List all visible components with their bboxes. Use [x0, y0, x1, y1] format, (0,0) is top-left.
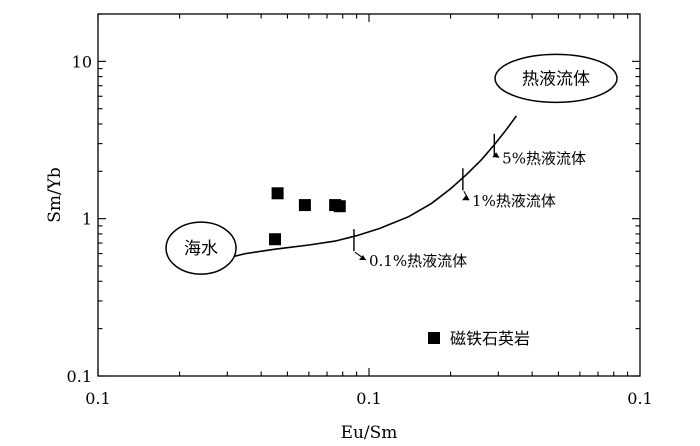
x-axis-label: Eu/Sm: [341, 423, 398, 443]
data-point: [271, 187, 284, 200]
annotation-label: 5%热液流体: [502, 149, 586, 167]
y-axis-label: Sm/Yb: [45, 167, 65, 223]
x-tick-label: 0.1: [356, 389, 381, 408]
end-member-label: 热液流体: [522, 69, 590, 89]
end-members: 海水 热液流体: [165, 53, 618, 275]
annotation-label: 0.1%热液流体: [369, 252, 467, 270]
data-points: [269, 187, 346, 246]
legend-marker: [428, 332, 440, 344]
y-tick-label: 0.1: [67, 367, 92, 386]
data-point: [333, 200, 346, 213]
mixing-curve: [231, 115, 518, 258]
arrow-head: [492, 152, 500, 158]
x-tick-label: 0.1: [85, 389, 110, 408]
annotation-label: 1%热液流体: [472, 192, 556, 210]
tick-labels: 0.1 0.1 0.1 0.1 1 10: [67, 52, 653, 408]
arrow-head: [359, 255, 366, 261]
annotation-arrow: [463, 191, 470, 201]
arrow-head: [462, 195, 470, 201]
y-tick-label: 10: [72, 52, 92, 71]
axis-ticks: [97, 13, 640, 377]
end-member-label: 海水: [184, 239, 218, 259]
annotations: 0.1%热液流体 1%热液流体 5%热液流体: [353, 133, 586, 270]
x-tick-label: 0.1: [627, 389, 652, 408]
end-member-ellipse: [165, 221, 237, 275]
data-point: [269, 233, 282, 246]
data-point: [298, 199, 311, 212]
legend-label: 磁铁石英岩: [450, 329, 530, 348]
end-member-ellipse: [494, 53, 618, 104]
y-tick-label: 1: [82, 210, 92, 229]
legend: 磁铁石英岩: [428, 329, 530, 348]
